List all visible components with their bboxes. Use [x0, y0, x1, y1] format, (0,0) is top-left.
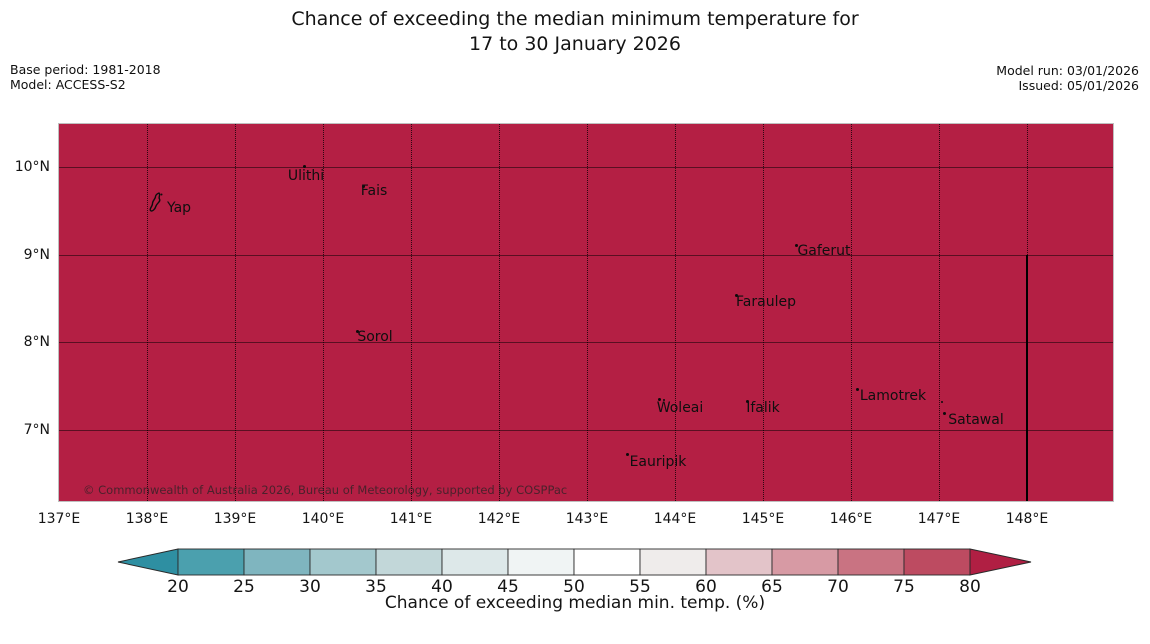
- colorbar-segment: [507, 548, 575, 576]
- island-dot: [735, 294, 738, 297]
- meridian-gridline: [235, 124, 236, 501]
- island-label: Woleai: [656, 400, 704, 416]
- meridian-gridline: [411, 124, 412, 501]
- colorbar-tick-label: 70: [827, 577, 849, 597]
- colorbar-tick-label: 50: [563, 577, 585, 597]
- longitude-tick-label: 145°E: [741, 511, 785, 527]
- colorbar-segment: [177, 548, 245, 576]
- island-dot: [856, 388, 859, 391]
- island-dot: [362, 185, 365, 188]
- island-dot: [943, 412, 946, 415]
- island-label: Gaferut: [797, 243, 851, 259]
- longitude-tick-label: 143°E: [565, 511, 609, 527]
- colorbar-tick-label: 80: [959, 577, 981, 597]
- meridian-gridline: [763, 124, 764, 501]
- parallel-gridline: [59, 255, 1113, 256]
- island-dot: [356, 330, 359, 333]
- colorbar: [117, 548, 1032, 576]
- island-dot: [795, 244, 798, 247]
- colorbar-tick-label: 55: [629, 577, 651, 597]
- page-title-line1: Chance of exceeding the median minimum t…: [291, 8, 859, 30]
- meridian-gridline: [323, 124, 324, 501]
- model-run-text: Model run: 03/01/2026: [996, 63, 1139, 78]
- boundary-line: [1026, 255, 1028, 501]
- island-label: Fais: [360, 183, 388, 199]
- colorbar-tick-label: 25: [233, 577, 255, 597]
- latitude-tick-label: 7°N: [23, 422, 50, 438]
- longitude-tick-label: 148°E: [1005, 511, 1049, 527]
- island-label: Lamotrek: [859, 388, 927, 404]
- colorbar-segment: [375, 548, 443, 576]
- island-dot: [941, 401, 943, 403]
- colorbar-right-arrow: [969, 548, 1032, 576]
- colorbar-tick-label: 60: [695, 577, 717, 597]
- island-label: Yap: [166, 200, 192, 216]
- island-label: Eauripik: [629, 454, 687, 470]
- colorbar-segment: [309, 548, 377, 576]
- island-dot: [663, 399, 665, 401]
- meridian-gridline: [675, 124, 676, 501]
- island-label: Faraulep: [736, 294, 796, 310]
- colorbar-segment: [639, 548, 707, 576]
- colorbar-segment: [771, 548, 839, 576]
- meridian-gridline: [147, 124, 148, 501]
- longitude-tick-label: 144°E: [653, 511, 697, 527]
- parallel-gridline: [59, 342, 1113, 343]
- issued-text: Issued: 05/01/2026: [1018, 77, 1140, 93]
- map-area: Yap Ulithi Fais Sorol Gaferut Faraulep Woleai I…: [58, 123, 1114, 502]
- longitude-tick-label: 147°E: [917, 511, 961, 527]
- colorbar-segment: [573, 548, 641, 576]
- island-dot: [626, 453, 629, 456]
- longitude-tick-label: 146°E: [829, 511, 873, 527]
- longitude-tick-label: 137°E: [37, 511, 81, 527]
- copyright-text: © Commonwealth of Australia 2026, Bureau…: [83, 483, 568, 497]
- latitude-tick-label: 9°N: [23, 247, 50, 263]
- colorbar-segment: [705, 548, 773, 576]
- island-label: Satawal: [948, 412, 1004, 428]
- colorbar-left-arrow: [117, 548, 179, 576]
- meridian-gridline: [939, 124, 940, 501]
- longitude-tick-label: 139°E: [213, 511, 257, 527]
- meta-right: Model run: 03/01/2026 Issued: 05/01/2026: [996, 63, 1140, 93]
- base-period-text: Base period: 1981-2018: [10, 62, 161, 77]
- colorbar-axis-label: Chance of exceeding median min. temp. (%…: [384, 593, 766, 613]
- colorbar-segment: [441, 548, 509, 576]
- colorbar-tick-label: 35: [365, 577, 387, 597]
- longitude-tick-label: 142°E: [477, 511, 521, 527]
- colorbar-tick-label: 30: [299, 577, 321, 597]
- model-text: Model: ACCESS-S2: [10, 76, 126, 92]
- colorbar-tick-label: 65: [761, 577, 783, 597]
- longitude-tick-label: 138°E: [125, 511, 169, 527]
- title-block: Chance of exceeding the median minimum t…: [0, 7, 1150, 57]
- island-label: Ifalik: [746, 400, 780, 416]
- colorbar-segment: [243, 548, 311, 576]
- colorbar-tick-label: 40: [431, 577, 453, 597]
- colorbar-segment: [903, 548, 971, 576]
- island-dot: [658, 398, 661, 401]
- island-dot: [746, 400, 749, 403]
- parallel-gridline: [59, 430, 1113, 431]
- latitude-tick-label: 10°N: [14, 159, 50, 175]
- page-title-line2: 17 to 30 January 2026: [469, 33, 681, 55]
- parallel-gridline: [59, 167, 1113, 168]
- colorbar-tick-label: 75: [893, 577, 915, 597]
- yap-island-icon: [147, 192, 165, 222]
- meta-left: Base period: 1981-2018 Model: ACCESS-S2: [10, 62, 161, 92]
- longitude-tick-label: 141°E: [389, 511, 433, 527]
- meridian-gridline: [851, 124, 852, 501]
- island-dot: [303, 165, 306, 168]
- longitude-tick-label: 140°E: [301, 511, 345, 527]
- latitude-tick-label: 8°N: [23, 334, 50, 350]
- island-label: Sorol: [357, 329, 393, 345]
- meridian-gridline: [499, 124, 500, 501]
- colorbar-segment: [837, 548, 905, 576]
- colorbar-tick-label: 45: [497, 577, 519, 597]
- island-label: Ulithi: [287, 168, 325, 184]
- meridian-gridline: [587, 124, 588, 501]
- colorbar-tick-label: 20: [167, 577, 189, 597]
